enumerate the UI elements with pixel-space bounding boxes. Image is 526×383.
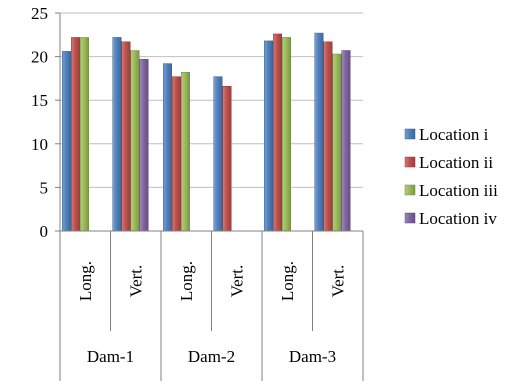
y-tick-label: 25 xyxy=(31,4,48,23)
bar xyxy=(264,40,273,232)
legend-label: Location iv xyxy=(419,209,497,228)
y-tick-label: 15 xyxy=(31,91,48,110)
legend-item: Location ii xyxy=(404,153,493,172)
x-category-label: Vert. xyxy=(227,265,246,298)
bar xyxy=(181,72,190,232)
bar xyxy=(341,50,351,232)
y-tick-label: 10 xyxy=(31,135,48,154)
y-tick-label: 20 xyxy=(31,48,48,67)
y-axis-ticks: 0 5 10 15 20 25 xyxy=(31,4,60,241)
bar xyxy=(332,53,342,232)
legend-swatch xyxy=(404,184,416,196)
bar xyxy=(112,37,122,232)
bars xyxy=(62,32,351,232)
legend-label: Location iii xyxy=(419,181,498,200)
x-group-label: Dam-1 xyxy=(87,347,134,366)
y-tick-label: 5 xyxy=(40,178,49,197)
x-axis-categories: Long. Vert. Long. Vert. Long. Vert. Dam-1 Dam-2… xyxy=(76,261,348,366)
legend-swatch xyxy=(404,212,416,224)
bar xyxy=(139,58,149,232)
legend-swatch xyxy=(404,128,416,140)
gridlines xyxy=(60,12,363,188)
legend: Location i Location ii Location iii Locatio… xyxy=(404,125,498,228)
x-category-label: Long. xyxy=(177,261,196,301)
bar xyxy=(222,86,232,232)
bar xyxy=(71,37,80,232)
legend-label: Location ii xyxy=(419,153,493,172)
bar xyxy=(282,37,291,232)
legend-label: Location i xyxy=(419,125,489,144)
x-group-label: Dam-3 xyxy=(289,347,336,366)
bar xyxy=(80,37,89,232)
bar xyxy=(172,76,181,232)
x-category-label: Vert. xyxy=(328,265,347,298)
bar xyxy=(323,41,333,232)
legend-swatch xyxy=(404,156,416,168)
bar xyxy=(273,33,282,232)
legend-item: Location i xyxy=(404,125,489,144)
bar xyxy=(213,76,223,232)
bar xyxy=(163,63,172,232)
axes xyxy=(59,13,364,381)
legend-item: Location iii xyxy=(404,181,498,200)
x-category-label: Vert. xyxy=(126,265,145,298)
bar xyxy=(130,50,140,232)
bar xyxy=(121,41,131,232)
x-category-label: Long. xyxy=(278,261,297,301)
y-tick-label: 0 xyxy=(40,222,49,241)
x-group-label: Dam-2 xyxy=(188,347,235,366)
bar xyxy=(314,32,324,232)
x-category-label: Long. xyxy=(76,261,95,301)
legend-item: Location iv xyxy=(404,209,497,228)
bar xyxy=(62,51,71,232)
